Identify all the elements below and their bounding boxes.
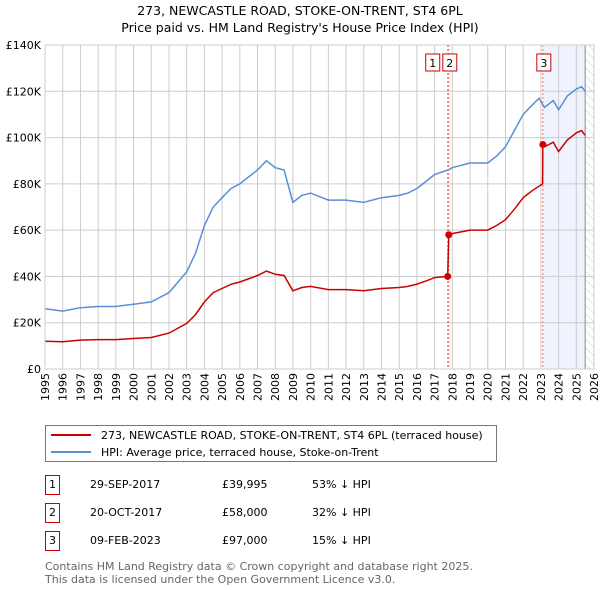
transaction-hpi-diff: 15% ↓ HPI <box>312 534 371 547</box>
x-tick-label: 2020 <box>482 373 495 401</box>
y-tick-label: £0 <box>27 363 41 376</box>
x-tick-label: 2008 <box>269 373 282 401</box>
x-tick-label: 2004 <box>198 373 211 401</box>
price-chart: 1995 1996 1997 1998 1999 2000 2001 2002 2003 2004… <box>6 39 600 401</box>
transaction-id-badge: 1 <box>45 475 60 495</box>
transaction-row: 2 20-OCT-2017 £58,000 32% ↓ HPI <box>45 503 465 523</box>
x-tick-label: 2015 <box>393 373 406 401</box>
x-tick-label: 2026 <box>588 373 600 401</box>
transaction-3-marker <box>539 141 547 149</box>
transaction-2-label-box <box>442 53 458 72</box>
transaction-1-label-box <box>425 53 441 72</box>
x-tick-label: 2019 <box>464 373 477 401</box>
chart-title-line1: 273, NEWCASTLE ROAD, STOKE-ON-TRENT, ST4… <box>137 3 463 18</box>
x-tick-label: 2012 <box>340 373 353 401</box>
x-tick-label: 2003 <box>181 373 194 401</box>
x-tick-label: 2014 <box>375 373 388 401</box>
legend-label-hpi: HPI: Average price, terraced house, Stok… <box>101 445 379 459</box>
transaction-price: £58,000 <box>222 506 268 519</box>
transaction-id-badge: 3 <box>45 531 60 551</box>
x-tick-label: 1998 <box>92 373 105 401</box>
y-tick-label: £80K <box>13 178 42 191</box>
x-tick-label: 2016 <box>411 373 424 401</box>
x-tick-label: 2002 <box>163 373 176 401</box>
transaction-date: 29-SEP-2017 <box>90 478 161 491</box>
transaction-1-marker <box>444 272 452 280</box>
transaction-id-badge: 2 <box>45 503 60 523</box>
x-tick-label: 2025 <box>570 373 583 401</box>
transaction-2-label: 2 <box>446 57 453 70</box>
plot-frame <box>44 44 595 370</box>
x-tick-label: 2009 <box>287 373 300 401</box>
legend-label-property: 273, NEWCASTLE ROAD, STOKE-ON-TRENT, ST4… <box>101 428 483 442</box>
y-tick-label: £140K <box>6 39 42 52</box>
y-tick-label: £40K <box>13 270 42 283</box>
transaction-3-label-box <box>536 53 552 72</box>
x-tick-label: 2007 <box>252 373 265 401</box>
transaction-1-label: 1 <box>429 57 436 70</box>
transaction-row: 1 29-SEP-2017 £39,995 53% ↓ HPI <box>45 475 465 495</box>
legend-swatch-property <box>51 434 91 436</box>
x-tick-label: 1999 <box>110 373 123 401</box>
hpi-line <box>44 85 586 312</box>
x-tick-label: 2022 <box>517 373 530 401</box>
legend-item-property: 273, NEWCASTLE ROAD, STOKE-ON-TRENT, ST4… <box>51 427 483 443</box>
property-price-line <box>44 129 586 343</box>
legend: 273, NEWCASTLE ROAD, STOKE-ON-TRENT, ST4… <box>45 425 497 462</box>
legend-swatch-hpi <box>51 451 91 453</box>
chart-title-line2: Price paid vs. HM Land Registry's House … <box>121 20 479 35</box>
x-tick-label: 1997 <box>74 373 87 401</box>
x-tick-label: 2000 <box>128 373 141 401</box>
x-tick-label: 2017 <box>429 373 442 401</box>
transaction-2-marker <box>445 231 453 239</box>
x-tick-label: 2013 <box>358 373 371 401</box>
footer: Contains HM Land Registry data © Crown c… <box>45 560 473 586</box>
x-tick-label: 2024 <box>553 373 566 401</box>
transaction-date: 09-FEB-2023 <box>90 534 161 547</box>
transaction-price: £97,000 <box>222 534 268 547</box>
legend-item-hpi: HPI: Average price, terraced house, Stok… <box>51 444 379 460</box>
footer-copyright: Contains HM Land Registry data © Crown c… <box>45 560 473 573</box>
x-tick-label: 2010 <box>305 373 318 401</box>
y-tick-label: £120K <box>6 85 42 98</box>
transaction-row: 3 09-FEB-2023 £97,000 15% ↓ HPI <box>45 531 465 551</box>
x-tick-label: 2006 <box>234 373 247 401</box>
x-tick-label: 1995 <box>39 373 52 401</box>
transaction-hpi-diff: 53% ↓ HPI <box>312 478 371 491</box>
transaction-3-label: 3 <box>540 57 547 70</box>
x-tick-label: 2023 <box>535 373 548 401</box>
transaction-hpi-diff: 32% ↓ HPI <box>312 506 371 519</box>
footer-licence: This data is licensed under the Open Gov… <box>45 573 396 586</box>
transaction-price: £39,995 <box>222 478 268 491</box>
transaction-date: 20-OCT-2017 <box>90 506 163 519</box>
x-tick-label: 2005 <box>216 373 229 401</box>
future-hatch <box>585 45 594 369</box>
x-tick-label: 2011 <box>322 373 335 401</box>
x-tick-label: 2018 <box>446 373 459 401</box>
y-tick-label: £100K <box>6 132 42 145</box>
x-tick-label: 2001 <box>145 373 158 401</box>
x-tick-label: 1996 <box>57 373 70 401</box>
y-tick-label: £60K <box>13 224 42 237</box>
forecast-shade <box>542 45 586 369</box>
y-tick-label: £20K <box>13 317 42 330</box>
x-tick-label: 2021 <box>499 373 512 401</box>
